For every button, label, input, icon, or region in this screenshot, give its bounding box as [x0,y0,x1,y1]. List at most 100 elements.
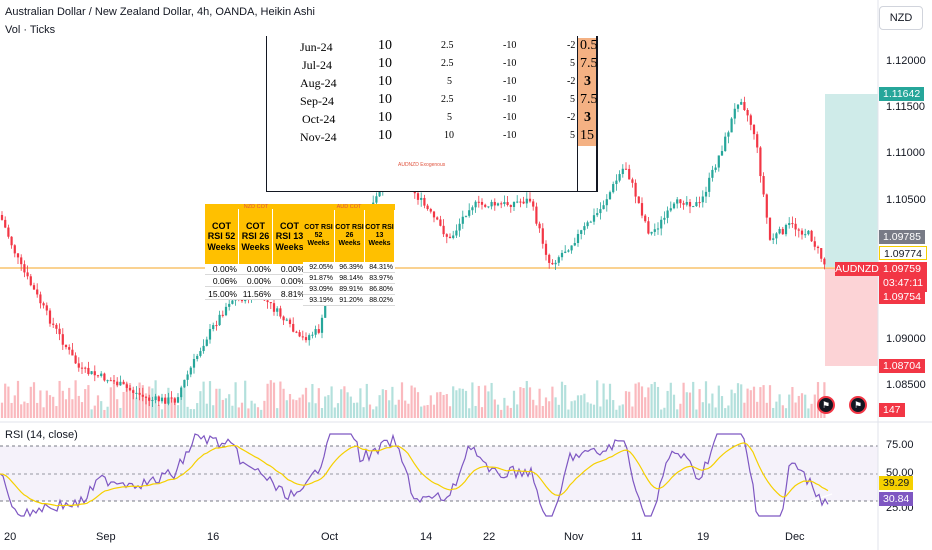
volume-indicator-label[interactable]: Vol · Ticks [5,24,56,36]
candle-body [314,329,317,335]
candle-body [151,400,154,402]
candle-body [634,182,637,197]
candle-body [490,201,493,207]
volume-bar [794,402,797,418]
volume-bar [45,390,48,418]
volume-bar [349,396,352,418]
score-cell: 3 [584,74,591,89]
candle-body [205,339,208,346]
candle-body [439,219,442,226]
volume-bar [704,381,708,418]
volume-bar [612,400,615,418]
candle-body [749,115,752,125]
volume-bar [736,383,740,418]
volume-bar [292,399,295,418]
event-flag-icon[interactable]: ⚑ [817,396,835,414]
aud-cot-header: COT RSI 52 Weeks [303,210,335,262]
candle-body [170,397,173,399]
volume-bar [695,409,698,418]
volume-bar [301,394,304,418]
candle-body [535,206,538,224]
candle-body [266,300,269,303]
value-cell: 2.5 [441,94,454,105]
candle-body [100,373,103,376]
volume-bar [778,394,781,418]
volume-bar [624,391,628,418]
volume-bar [192,409,196,418]
volume-bar [29,386,32,418]
candle-body [77,363,80,368]
volume-bar [477,385,480,418]
candle-body [477,201,480,203]
table-divider [577,36,578,191]
candle-body [58,328,61,335]
volume-bar [391,386,394,418]
candle-body [752,124,756,135]
aud-cot-cell: 86.80% [365,284,395,295]
volume-bar [39,390,42,418]
candle-body [4,219,7,228]
volume-bar [48,395,52,418]
nzd-cot-title: NZD COT [205,204,307,210]
currency-button[interactable]: NZD [879,6,923,30]
volume-bar [551,386,554,418]
volume-bar [144,393,148,418]
volume-bar [298,397,301,418]
value-cell: 10 [378,128,392,143]
volume-bar [359,388,362,418]
volume-bar [762,385,765,418]
volume-bar [20,404,23,418]
volume-bar [663,407,666,418]
candle-body [32,285,36,290]
volume-bar [327,395,330,418]
volume-bar [244,380,247,418]
volume-bar [500,409,503,418]
month-cell: Aug-24 [300,76,337,90]
volume-bar [436,392,439,418]
candle-body [93,371,96,376]
value-cell: 2.5 [441,58,454,69]
volume-bar [746,388,749,418]
aud-cot-header: COT RSI 13 Weeks [365,210,395,262]
volume-bar [720,396,724,418]
candle-body [106,380,109,382]
candle-body [576,233,580,244]
candle-body [701,196,704,203]
candle-body [455,230,458,236]
aud-cot-cell: 89.91% [335,284,365,295]
candle-body [692,206,695,208]
candle-body [202,345,205,352]
candle-body [583,226,586,231]
volume-bar [461,388,464,418]
value-cell: -10 [503,76,517,87]
candle-body [733,108,736,119]
volume-bar [224,398,228,418]
candle-body [135,392,138,394]
table-row: Jul-24 10 2.5 -10 5 7.5 [267,56,598,74]
volume-bar [791,387,794,418]
volume-bar [266,383,269,418]
stop-price-label: 1.08704 [879,359,925,373]
candle-body [317,329,320,333]
volume-bar [464,390,468,418]
price-tick: 1.11500 [886,101,925,113]
candle-body [304,337,308,341]
value-cell: 5 [570,58,575,69]
volume-bar [208,381,212,418]
volume-bar [106,406,109,418]
candle-body [445,234,448,237]
volume-bar [516,404,519,418]
volume-bar [199,391,202,418]
rsi-label[interactable]: RSI (14, close) [5,429,78,441]
candle-body [743,102,746,111]
volume-bar [164,398,167,418]
volume-bar [55,406,58,418]
month-cell: Jul-24 [302,58,332,72]
candle-body [119,381,122,386]
candle-body [519,201,522,203]
event-flag-icon[interactable]: ⚑ [849,396,867,414]
candle-body [452,235,455,238]
volume-bar [260,409,263,418]
candle-body [295,331,298,333]
